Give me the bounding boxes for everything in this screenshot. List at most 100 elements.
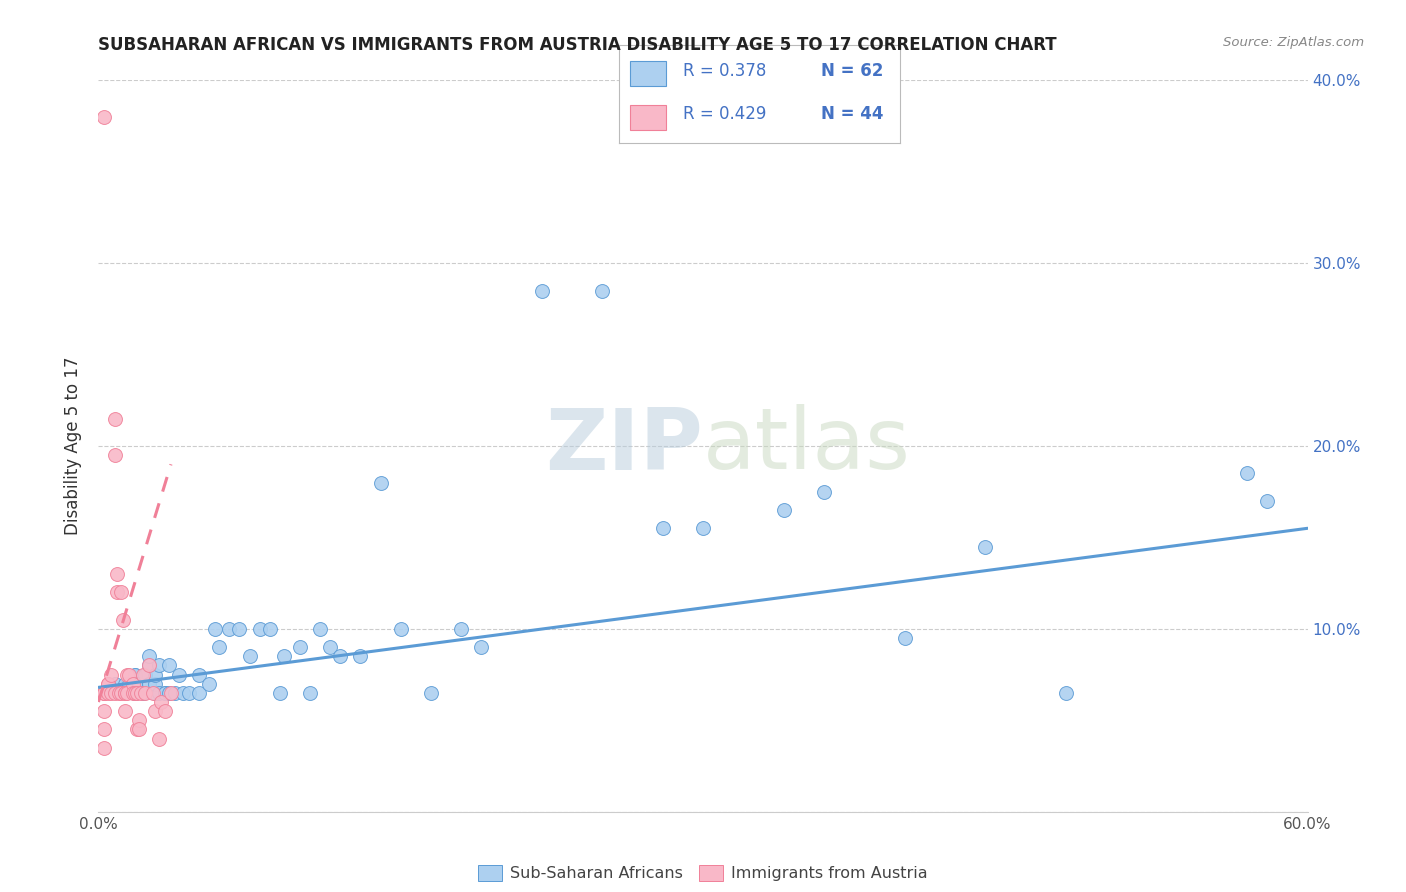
Text: N = 62: N = 62	[821, 62, 883, 80]
Point	[148, 686, 170, 700]
Point	[121, 686, 143, 700]
Point	[370, 475, 392, 490]
Point	[128, 676, 150, 690]
Point	[1256, 493, 1278, 508]
Point	[115, 667, 138, 681]
Point	[349, 649, 371, 664]
Point	[269, 686, 291, 700]
Point	[450, 622, 472, 636]
Point	[118, 676, 141, 690]
Text: Source: ZipAtlas.com: Source: ZipAtlas.com	[1223, 36, 1364, 49]
Point	[97, 676, 120, 690]
Point	[114, 686, 136, 700]
Point	[129, 686, 152, 700]
Point	[651, 521, 673, 535]
Point	[1054, 686, 1077, 700]
Point	[124, 686, 146, 700]
Point	[530, 284, 553, 298]
Point	[128, 714, 150, 728]
Text: R = 0.429: R = 0.429	[683, 105, 766, 123]
Point	[153, 704, 176, 718]
Point	[125, 686, 148, 700]
Text: ZIP: ZIP	[546, 404, 703, 488]
Point	[103, 676, 125, 690]
Point	[105, 585, 128, 599]
Point	[93, 686, 115, 700]
Point	[157, 686, 180, 700]
Point	[138, 676, 160, 690]
Point	[172, 686, 194, 700]
Point	[249, 622, 271, 636]
Point	[299, 686, 322, 700]
Point	[121, 676, 143, 690]
Point	[148, 658, 170, 673]
Point	[198, 676, 221, 690]
Point	[124, 667, 146, 681]
Point	[259, 622, 281, 636]
Point	[153, 686, 176, 700]
Point	[591, 284, 613, 298]
Point	[143, 686, 166, 700]
Point	[329, 649, 352, 664]
Point	[114, 686, 136, 700]
Point	[179, 686, 201, 700]
Point	[149, 695, 172, 709]
Point	[115, 686, 138, 700]
Point	[167, 667, 190, 681]
Point	[103, 411, 125, 425]
Point	[142, 686, 165, 700]
Point	[107, 686, 129, 700]
Point	[138, 676, 160, 690]
Point	[132, 686, 155, 700]
Point	[319, 640, 342, 655]
Point	[124, 676, 146, 690]
FancyBboxPatch shape	[630, 62, 666, 86]
Point	[813, 484, 835, 499]
Point	[893, 631, 915, 645]
Point	[148, 731, 170, 746]
Point	[143, 667, 166, 681]
Point	[389, 622, 412, 636]
Point	[204, 622, 226, 636]
Point	[114, 704, 136, 718]
Point	[974, 540, 997, 554]
Point	[138, 658, 160, 673]
Point	[188, 667, 211, 681]
Point	[124, 667, 146, 681]
Point	[134, 686, 156, 700]
Point	[100, 667, 122, 681]
Point	[125, 723, 148, 737]
Point	[228, 622, 250, 636]
Point	[110, 585, 132, 599]
Point	[288, 640, 311, 655]
Point	[239, 649, 262, 664]
Point	[93, 686, 115, 700]
Point	[160, 686, 183, 700]
Point	[772, 503, 794, 517]
Point	[93, 723, 115, 737]
Point	[128, 723, 150, 737]
Point	[309, 622, 332, 636]
Point	[132, 667, 155, 681]
Text: R = 0.378: R = 0.378	[683, 62, 766, 80]
Text: atlas: atlas	[703, 404, 911, 488]
Point	[93, 740, 115, 755]
Point	[124, 686, 146, 700]
Point	[208, 640, 231, 655]
Point	[470, 640, 492, 655]
Point	[118, 667, 141, 681]
Point	[97, 686, 120, 700]
Point	[105, 567, 128, 582]
Point	[93, 110, 115, 124]
Point	[93, 704, 115, 718]
Point	[93, 686, 115, 700]
Point	[153, 686, 176, 700]
Point	[692, 521, 714, 535]
Point	[97, 676, 120, 690]
Point	[420, 686, 443, 700]
Point	[163, 686, 186, 700]
Text: N = 44: N = 44	[821, 105, 883, 123]
Point	[143, 676, 166, 690]
Point	[138, 658, 160, 673]
FancyBboxPatch shape	[630, 105, 666, 130]
